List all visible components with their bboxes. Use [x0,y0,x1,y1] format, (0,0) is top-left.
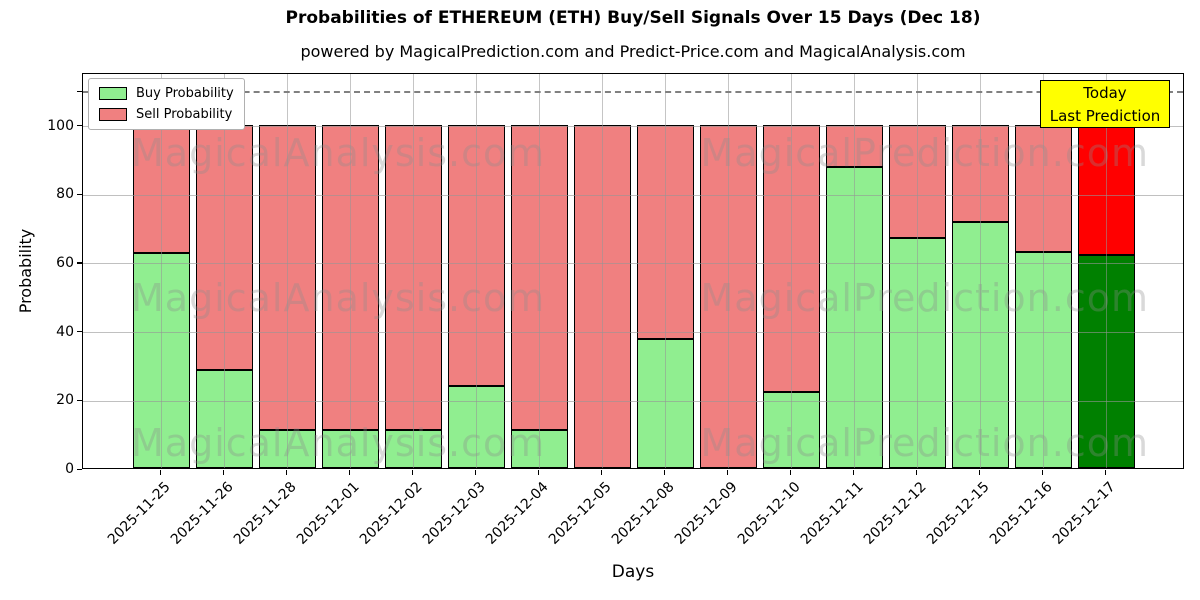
gridline-vertical [854,74,855,468]
x-tickmark [349,470,351,475]
dashed-threshold-line [83,91,1183,94]
legend-buy-label: Buy Probability [136,86,234,101]
x-tickmark [1042,470,1044,475]
x-tickmark [286,470,288,475]
gridline-vertical [917,74,918,468]
x-tickmark [160,470,162,475]
x-tickmark [916,470,918,475]
x-tick-label-text: 2025-12-11 [797,479,867,548]
gridline-vertical [476,74,477,468]
x-tickmark [790,470,792,475]
x-tick-label-text: 2025-12-10 [734,479,804,548]
y-tickmark [77,193,82,195]
gridline-vertical [413,74,414,468]
x-tick-label-text: 2025-11-25 [104,479,174,548]
x-tick-label-text: 2025-12-15 [923,479,993,548]
x-tick-label-text: 2025-12-16 [986,479,1056,548]
legend-item-sell: Sell Probability [99,107,234,122]
today-annotation: Today Last Prediction [1040,80,1170,128]
gridline-vertical [728,74,729,468]
x-tick-label-text: 2025-12-05 [545,479,615,548]
y-tick-label: 40 [56,323,74,340]
buy-swatch-icon [99,87,127,100]
x-tick-label-text: 2025-12-12 [860,479,930,548]
y-tickmark [77,399,82,401]
x-tick-label-text: 2025-12-02 [356,479,426,548]
x-tickmark [412,470,414,475]
gridline-horizontal [83,263,1183,265]
y-tickmark [77,262,82,264]
x-tickmark [664,470,666,475]
gridline-vertical [1106,74,1107,468]
x-tickmark [727,470,729,475]
y-tick-label: 60 [56,254,74,271]
x-tickmark [538,470,540,475]
today-annotation-line1: Today [1083,84,1127,102]
x-tickmark [223,470,225,475]
x-tickmark [853,470,855,475]
gridline-vertical [602,74,603,468]
y-tick-label: 0 [65,461,74,477]
x-tickmark [979,470,981,475]
x-tickmark [601,470,603,475]
gridline-horizontal [83,194,1183,196]
gridline-vertical [287,74,288,468]
gridline-vertical [791,74,792,468]
chart-subtitle: powered by MagicalPrediction.com and Pre… [300,42,966,61]
gridline-vertical [980,74,981,468]
x-axis-label: Days [611,562,655,582]
y-tick-label: 20 [56,392,74,409]
today-annotation-line2: Last Prediction [1049,106,1161,125]
gridline-vertical [1043,74,1044,468]
x-tickmark [475,470,477,475]
x-tick-label-text: 2025-12-17 [1049,479,1119,548]
gridline-horizontal [83,332,1183,334]
x-tick-label-text: 2025-11-26 [167,479,237,548]
gridline-horizontal [83,400,1183,402]
y-tick-label: 100 [47,117,74,134]
gridline-horizontal [83,126,1183,127]
y-tickmark [77,468,82,470]
legend-item-buy: Buy Probability [99,86,234,101]
x-tick-label-text: 2025-11-28 [230,479,300,548]
legend-sell-label: Sell Probability [136,107,233,122]
y-tickmark [77,125,82,127]
y-tickmark [77,331,82,333]
gridline-vertical [161,74,162,468]
x-tick-label-text: 2025-12-01 [293,479,363,548]
x-tick-label-text: 2025-12-04 [482,479,552,548]
sell-swatch-icon [99,108,127,121]
x-tick-label-text: 2025-12-09 [671,479,741,548]
gridline-vertical [350,74,351,468]
y-tickmark [77,90,82,92]
plot-area: Buy Probability Sell Probability Today L… [82,73,1184,469]
y-tick-label: 80 [56,186,74,203]
legend: Buy Probability Sell Probability [88,78,245,130]
gridline-vertical [665,74,666,468]
x-tick-label-text: 2025-12-08 [608,479,678,548]
x-tick-label-text: 2025-12-03 [419,479,489,548]
chart-title: Probabilities of ETHEREUM (ETH) Buy/Sell… [285,8,981,28]
gridline-vertical [224,74,225,468]
x-tickmark [1105,470,1107,475]
gridline-vertical [539,74,540,468]
